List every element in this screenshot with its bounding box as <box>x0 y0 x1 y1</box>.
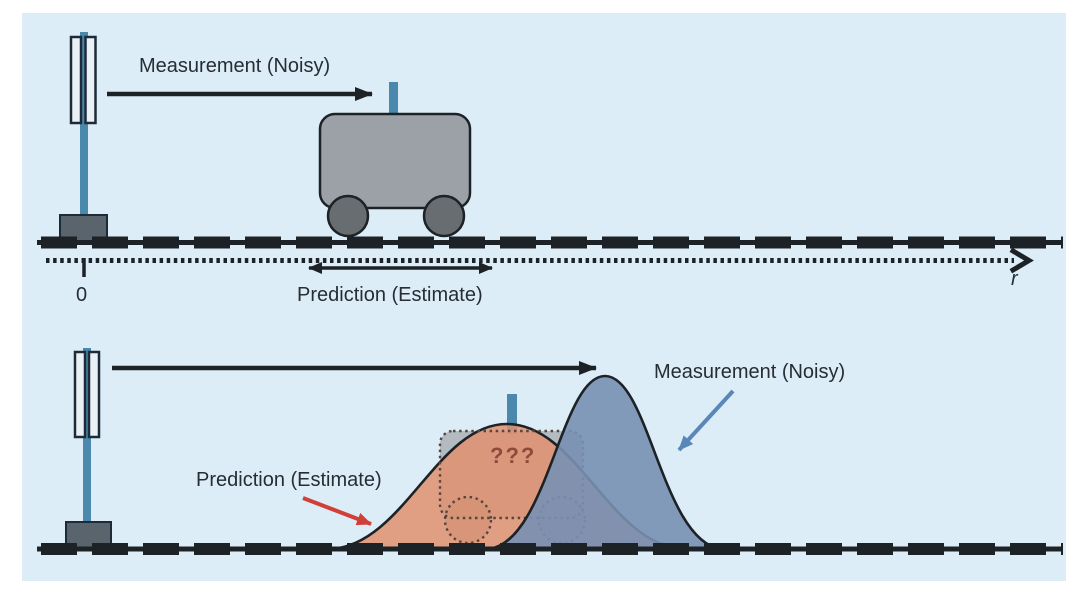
top-prediction-label: Prediction (Estimate) <box>297 284 483 306</box>
robot-wheel-right <box>422 194 466 238</box>
robot <box>318 82 472 238</box>
robot-body <box>318 112 472 210</box>
measurement-gaussian-fill <box>489 376 721 549</box>
beacon-antenna-panel-left <box>73 350 87 439</box>
robot-wheel-left <box>326 194 370 238</box>
beacon-pole <box>83 348 91 528</box>
axis-r-label: r <box>1011 268 1018 290</box>
top-scene <box>37 32 1063 277</box>
beacon-antenna-panel-right <box>84 35 97 125</box>
origin-label: 0 <box>76 284 88 306</box>
ghost-robot-antenna <box>507 394 517 434</box>
bottom-scene <box>37 348 1063 555</box>
beacon-pole <box>80 32 88 218</box>
measurement-callout-arrow <box>677 389 735 452</box>
position-axis <box>46 247 1034 277</box>
beacon-antenna-panel-right <box>87 350 101 439</box>
unknown-position-label: ??? <box>490 443 537 468</box>
top-measurement-label: Measurement (Noisy) <box>139 55 331 77</box>
robot-antenna <box>389 82 398 120</box>
prediction-callout-arrow <box>302 496 372 526</box>
axis-arrowhead <box>1009 247 1034 274</box>
bottom-measurement-label: Measurement (Noisy) <box>654 361 846 383</box>
bottom-prediction-label: Prediction (Estimate) <box>196 469 382 491</box>
beacon-antenna-panel-left <box>69 35 83 125</box>
measurement-gaussian-outline <box>488 374 722 551</box>
